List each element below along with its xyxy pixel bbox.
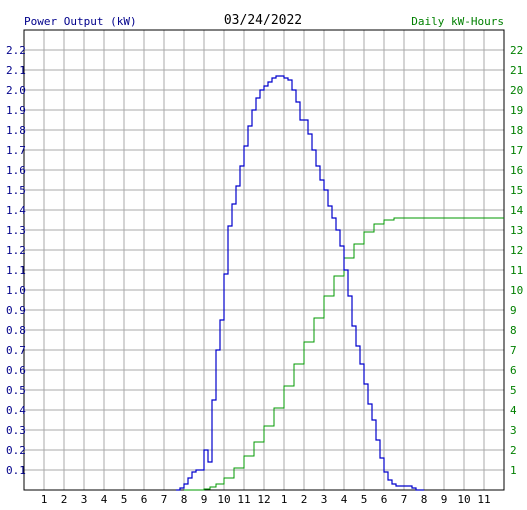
x-tick-label: 4 (101, 493, 108, 506)
x-tick-label: 9 (201, 493, 208, 506)
left-tick-label: 2.0 (6, 84, 26, 97)
x-tick-label: 1 (41, 493, 48, 506)
left-axis-title: Power Output (kW) (24, 15, 137, 28)
right-tick-label: 22 (510, 44, 523, 57)
right-axis-title: Daily kW-Hours (411, 15, 504, 28)
right-tick-label: 6 (510, 364, 517, 377)
left-tick-label: 1.5 (6, 184, 26, 197)
left-tick-label: 1.2 (6, 244, 26, 257)
x-tick-label: 4 (341, 493, 348, 506)
right-tick-label: 1 (510, 464, 517, 477)
right-tick-label: 10 (510, 284, 523, 297)
left-axis: 0.1 0.2 0.3 0.4 0.5 0.6 0.7 0.8 0.9 1.0 1.1 1.2 1.3 1… (6, 44, 26, 477)
right-tick-label: 16 (510, 164, 523, 177)
left-tick-label: 0.8 (6, 324, 26, 337)
left-tick-label: 1.1 (6, 264, 26, 277)
x-tick-label: 1 (281, 493, 288, 506)
right-tick-label: 13 (510, 224, 523, 237)
right-tick-label: 18 (510, 124, 523, 137)
x-tick-label: 5 (361, 493, 368, 506)
x-tick-label: 8 (421, 493, 428, 506)
left-tick-label: 0.7 (6, 344, 26, 357)
left-tick-label: 0.5 (6, 384, 26, 397)
right-tick-label: 21 (510, 64, 523, 77)
right-tick-label: 8 (510, 324, 517, 337)
x-tick-label: 11 (237, 493, 250, 506)
chart-date-title: 03/24/2022 (224, 13, 302, 28)
right-tick-label: 11 (510, 264, 523, 277)
right-tick-label: 7 (510, 344, 517, 357)
left-tick-label: 0.2 (6, 444, 26, 457)
right-tick-label: 14 (510, 204, 524, 217)
right-tick-label: 19 (510, 104, 523, 117)
left-tick-label: 1.3 (6, 224, 26, 237)
left-tick-label: 0.6 (6, 364, 26, 377)
left-tick-label: 2.1 (6, 64, 26, 77)
x-tick-label: 6 (381, 493, 388, 506)
x-tick-label: 2 (61, 493, 68, 506)
series-line-daily-kw-hours (184, 217, 504, 491)
left-tick-label: 1.4 (6, 204, 26, 217)
right-tick-label: 4 (510, 404, 517, 417)
right-tick-label: 5 (510, 384, 517, 397)
right-tick-label: 2 (510, 444, 517, 457)
x-tick-label: 2 (301, 493, 308, 506)
left-tick-label: 1.9 (6, 104, 26, 117)
right-tick-label: 12 (510, 244, 523, 257)
left-tick-label: 2.2 (6, 44, 26, 57)
left-tick-label: 1.6 (6, 164, 26, 177)
right-tick-label: 17 (510, 144, 523, 157)
x-tick-label: 9 (441, 493, 448, 506)
right-tick-label: 9 (510, 304, 517, 317)
x-tick-label: 11 (477, 493, 490, 506)
left-tick-label: 0.3 (6, 424, 26, 437)
left-tick-label: 1.0 (6, 284, 26, 297)
left-tick-label: 1.7 (6, 144, 26, 157)
left-tick-label: 1.8 (6, 124, 26, 137)
x-tick-label: 7 (161, 493, 168, 506)
right-tick-label: 20 (510, 84, 523, 97)
right-tick-label: 3 (510, 424, 517, 437)
left-tick-label: 0.1 (6, 464, 26, 477)
x-tick-label: 3 (321, 493, 328, 506)
x-tick-label: 8 (181, 493, 188, 506)
x-axis: 1 2 3 4 5 6 7 8 9 10 11 12 1 2 3 4 5 6 7 8 9 10 11 (41, 493, 491, 506)
series-line-power-output (176, 75, 424, 491)
x-tick-label: 7 (401, 493, 408, 506)
x-tick-label: 5 (121, 493, 128, 506)
grid-lines (24, 30, 504, 490)
left-tick-label: 0.4 (6, 404, 26, 417)
x-tick-label: 3 (81, 493, 88, 506)
left-tick-label: 0.9 (6, 304, 26, 317)
plot-frame (23, 29, 505, 491)
x-tick-label: 10 (217, 493, 230, 506)
x-tick-label: 6 (141, 493, 148, 506)
x-tick-label: 12 (257, 493, 270, 506)
x-tick-label: 10 (457, 493, 470, 506)
right-tick-label: 15 (510, 184, 523, 197)
